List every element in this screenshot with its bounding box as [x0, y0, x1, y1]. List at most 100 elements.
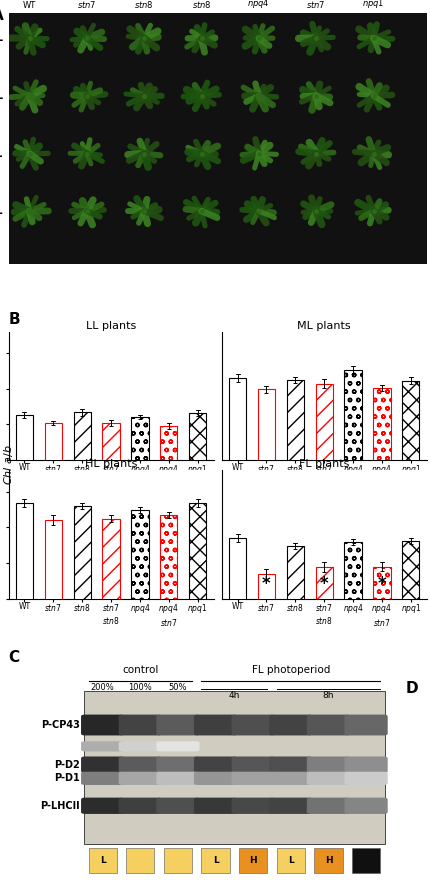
- FancyBboxPatch shape: [118, 742, 162, 751]
- FancyBboxPatch shape: [125, 743, 155, 750]
- FancyBboxPatch shape: [83, 773, 122, 784]
- FancyBboxPatch shape: [123, 716, 157, 734]
- FancyBboxPatch shape: [237, 717, 268, 733]
- FancyBboxPatch shape: [200, 800, 230, 812]
- Bar: [228, 377, 246, 638]
- FancyBboxPatch shape: [310, 774, 345, 783]
- FancyBboxPatch shape: [120, 758, 160, 772]
- Bar: [45, 423, 62, 638]
- Text: B: B: [9, 312, 20, 327]
- FancyBboxPatch shape: [81, 714, 124, 735]
- Text: $stn7$: $stn7$: [77, 0, 96, 10]
- Text: $stn8$: $stn8$: [134, 0, 154, 10]
- Text: 200%: 200%: [91, 683, 114, 692]
- Text: control: control: [122, 665, 158, 674]
- Text: H: H: [249, 856, 256, 865]
- FancyBboxPatch shape: [156, 772, 199, 785]
- FancyBboxPatch shape: [194, 772, 236, 785]
- FancyBboxPatch shape: [350, 800, 381, 812]
- FancyBboxPatch shape: [87, 800, 118, 812]
- Bar: [351, 848, 379, 873]
- FancyBboxPatch shape: [120, 742, 160, 751]
- FancyBboxPatch shape: [123, 799, 157, 812]
- FancyBboxPatch shape: [269, 757, 312, 773]
- Bar: [313, 848, 342, 873]
- FancyBboxPatch shape: [120, 715, 160, 735]
- FancyBboxPatch shape: [198, 774, 233, 783]
- Bar: [372, 388, 390, 638]
- FancyBboxPatch shape: [196, 773, 234, 784]
- FancyBboxPatch shape: [85, 799, 120, 812]
- FancyBboxPatch shape: [273, 799, 307, 812]
- FancyBboxPatch shape: [160, 743, 195, 750]
- Text: C: C: [9, 650, 20, 665]
- Bar: [131, 510, 148, 777]
- Text: HL: HL: [0, 149, 3, 158]
- FancyBboxPatch shape: [348, 758, 383, 772]
- FancyBboxPatch shape: [123, 743, 157, 750]
- Bar: [189, 503, 206, 777]
- Text: P-LHCII: P-LHCII: [40, 801, 80, 811]
- FancyBboxPatch shape: [306, 757, 349, 773]
- FancyBboxPatch shape: [308, 798, 347, 813]
- Bar: [239, 848, 267, 873]
- FancyBboxPatch shape: [87, 743, 118, 750]
- Bar: [74, 412, 91, 638]
- FancyBboxPatch shape: [120, 798, 160, 813]
- FancyBboxPatch shape: [275, 800, 305, 812]
- Bar: [160, 515, 177, 777]
- FancyBboxPatch shape: [306, 772, 349, 785]
- Text: WT: WT: [23, 1, 36, 10]
- FancyBboxPatch shape: [118, 772, 162, 785]
- FancyBboxPatch shape: [275, 758, 305, 771]
- FancyBboxPatch shape: [118, 757, 162, 773]
- Text: L: L: [287, 856, 293, 865]
- Bar: [344, 370, 361, 638]
- Bar: [74, 506, 91, 777]
- FancyBboxPatch shape: [156, 742, 199, 751]
- FancyBboxPatch shape: [156, 797, 199, 814]
- Bar: [189, 413, 206, 638]
- Bar: [286, 545, 303, 777]
- FancyBboxPatch shape: [310, 716, 345, 734]
- FancyBboxPatch shape: [120, 773, 160, 784]
- Bar: [257, 575, 274, 777]
- Text: L: L: [100, 856, 105, 865]
- Bar: [45, 520, 62, 777]
- FancyBboxPatch shape: [196, 758, 234, 772]
- Bar: [16, 415, 33, 638]
- FancyBboxPatch shape: [235, 774, 270, 783]
- FancyBboxPatch shape: [198, 799, 233, 812]
- Bar: [401, 541, 418, 777]
- FancyBboxPatch shape: [233, 798, 272, 813]
- FancyBboxPatch shape: [123, 774, 157, 783]
- FancyBboxPatch shape: [85, 743, 120, 750]
- Bar: [315, 384, 332, 638]
- Text: 4h: 4h: [228, 691, 240, 700]
- FancyBboxPatch shape: [81, 757, 124, 773]
- Text: P-D1: P-D1: [54, 774, 80, 783]
- FancyBboxPatch shape: [200, 717, 230, 733]
- FancyBboxPatch shape: [162, 717, 193, 733]
- FancyBboxPatch shape: [87, 774, 118, 782]
- FancyBboxPatch shape: [194, 714, 236, 735]
- FancyBboxPatch shape: [87, 717, 118, 733]
- Text: P-D2: P-D2: [54, 759, 80, 770]
- FancyBboxPatch shape: [83, 758, 122, 772]
- Bar: [160, 426, 177, 638]
- FancyBboxPatch shape: [308, 758, 347, 772]
- Bar: [315, 567, 332, 777]
- FancyBboxPatch shape: [269, 714, 312, 735]
- FancyBboxPatch shape: [85, 758, 120, 772]
- FancyBboxPatch shape: [160, 716, 195, 734]
- FancyBboxPatch shape: [350, 717, 381, 733]
- FancyBboxPatch shape: [312, 800, 343, 812]
- FancyBboxPatch shape: [306, 797, 349, 814]
- Bar: [163, 848, 192, 873]
- Text: $stn7$
$stn8$: $stn7$ $stn8$: [191, 0, 211, 10]
- Text: H: H: [324, 856, 332, 865]
- Text: P-CP43: P-CP43: [41, 720, 80, 730]
- FancyBboxPatch shape: [233, 715, 272, 735]
- Text: A: A: [0, 8, 3, 23]
- FancyBboxPatch shape: [344, 772, 387, 785]
